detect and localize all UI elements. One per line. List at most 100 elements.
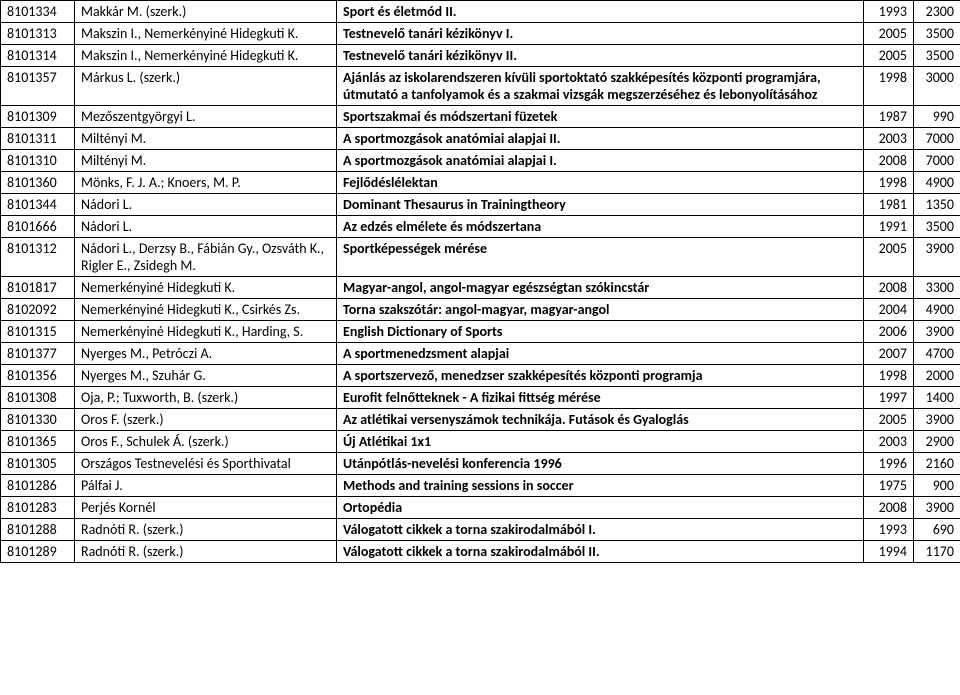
cell-title: Eurofit felnőtteknek - A fizikai fittség…	[337, 387, 864, 409]
cell-id: 8101344	[1, 194, 75, 216]
cell-title: Testnevelő tanári kézikönyv II.	[337, 45, 864, 67]
cell-year: 1981	[864, 194, 914, 216]
table-row: 8101309Mezőszentgyörgyi L.Sportszakmai é…	[1, 106, 960, 128]
cell-id: 8101314	[1, 45, 75, 67]
cell-id: 8101305	[1, 453, 75, 475]
cell-author: Perjés Kornél	[75, 497, 337, 519]
cell-author: Miltényi M.	[75, 128, 337, 150]
cell-year: 2008	[864, 150, 914, 172]
cell-value: 4900	[914, 172, 960, 194]
cell-author: Radnóti R. (szerk.)	[75, 519, 337, 541]
book-listing-table: 8101334Makkár M. (szerk.)Sport és életmó…	[0, 0, 960, 563]
cell-id: 8101377	[1, 343, 75, 365]
cell-title: Új Atlétikai 1x1	[337, 431, 864, 453]
cell-year: 2003	[864, 431, 914, 453]
cell-id: 8101666	[1, 216, 75, 238]
cell-value: 3900	[914, 238, 960, 277]
cell-value: 2300	[914, 1, 960, 23]
cell-title: Sportszakmai és módszertani füzetek	[337, 106, 864, 128]
cell-value: 1350	[914, 194, 960, 216]
cell-id: 8101309	[1, 106, 75, 128]
cell-author: Radnóti R. (szerk.)	[75, 541, 337, 563]
cell-title: A sportmozgások anatómiai alapjai II.	[337, 128, 864, 150]
cell-id: 8101289	[1, 541, 75, 563]
cell-title: Magyar-angol, angol-magyar egészségtan s…	[337, 277, 864, 299]
cell-year: 1996	[864, 453, 914, 475]
cell-id: 8101330	[1, 409, 75, 431]
cell-title: Az edzés elmélete és módszertana	[337, 216, 864, 238]
cell-value: 690	[914, 519, 960, 541]
cell-title: A sportszervező, menedzser szakképesítés…	[337, 365, 864, 387]
cell-value: 3000	[914, 67, 960, 106]
table-row: 8101365Oros F., Schulek Á. (szerk.)Új At…	[1, 431, 960, 453]
cell-author: Mönks, F. J. A.; Knoers, M. P.	[75, 172, 337, 194]
cell-value: 3900	[914, 409, 960, 431]
cell-id: 8101310	[1, 150, 75, 172]
cell-author: Oros F., Schulek Á. (szerk.)	[75, 431, 337, 453]
cell-author: Nemerkényiné Hidegkuti K., Harding, S.	[75, 321, 337, 343]
cell-id: 8101286	[1, 475, 75, 497]
cell-value: 7000	[914, 150, 960, 172]
table-row: 8101308Oja, P.; Tuxworth, B. (szerk.)Eur…	[1, 387, 960, 409]
table-row: 8101315Nemerkényiné Hidegkuti K., Hardin…	[1, 321, 960, 343]
cell-value: 1400	[914, 387, 960, 409]
cell-value: 7000	[914, 128, 960, 150]
table-row: 8101314Makszin I., Nemerkényiné Hidegkut…	[1, 45, 960, 67]
cell-value: 2900	[914, 431, 960, 453]
cell-year: 1991	[864, 216, 914, 238]
cell-year: 2008	[864, 277, 914, 299]
cell-value: 4700	[914, 343, 960, 365]
cell-value: 3500	[914, 45, 960, 67]
cell-value: 2160	[914, 453, 960, 475]
cell-year: 1994	[864, 541, 914, 563]
cell-title: Sport és életmód II.	[337, 1, 864, 23]
cell-value: 3500	[914, 23, 960, 45]
cell-year: 2004	[864, 299, 914, 321]
cell-year: 1998	[864, 67, 914, 106]
cell-author: Nádori L., Derzsy B., Fábián Gy., Ozsvát…	[75, 238, 337, 277]
cell-year: 2005	[864, 23, 914, 45]
cell-year: 2003	[864, 128, 914, 150]
cell-value: 3500	[914, 216, 960, 238]
cell-title: Az atlétikai versenyszámok technikája. F…	[337, 409, 864, 431]
table-row: 8101330Oros F. (szerk.)Az atlétikai vers…	[1, 409, 960, 431]
cell-author: Nádori L.	[75, 194, 337, 216]
cell-year: 2008	[864, 497, 914, 519]
table-row: 8101288Radnóti R. (szerk.)Válogatott cik…	[1, 519, 960, 541]
cell-author: Mezőszentgyörgyi L.	[75, 106, 337, 128]
cell-year: 2005	[864, 45, 914, 67]
cell-value: 3300	[914, 277, 960, 299]
table-row: 8101305Országos Testnevelési és Sporthiv…	[1, 453, 960, 475]
cell-year: 2005	[864, 238, 914, 277]
cell-author: Nemerkényiné Hidegkuti K., Csirkés Zs.	[75, 299, 337, 321]
cell-id: 8101288	[1, 519, 75, 541]
cell-value: 990	[914, 106, 960, 128]
cell-id: 8101312	[1, 238, 75, 277]
cell-id: 8101311	[1, 128, 75, 150]
table-row: 8101377Nyerges M., Petróczi A.A sportmen…	[1, 343, 960, 365]
cell-title: Fejlődéslélektan	[337, 172, 864, 194]
cell-id: 8101365	[1, 431, 75, 453]
cell-title: Torna szakszótár: angol-magyar, magyar-a…	[337, 299, 864, 321]
cell-year: 1997	[864, 387, 914, 409]
cell-year: 1998	[864, 365, 914, 387]
cell-title: Sportképességek mérése	[337, 238, 864, 277]
table-row: 8101313Makszin I., Nemerkényiné Hidegkut…	[1, 23, 960, 45]
cell-author: Nemerkényiné Hidegkuti K.	[75, 277, 337, 299]
cell-value: 3900	[914, 497, 960, 519]
cell-title: A sportmenedzsment alapjai	[337, 343, 864, 365]
cell-author: Pálfai J.	[75, 475, 337, 497]
cell-author: Országos Testnevelési és Sporthivatal	[75, 453, 337, 475]
cell-title: Testnevelő tanári kézikönyv I.	[337, 23, 864, 45]
table-row: 8101360Mönks, F. J. A.; Knoers, M. P.Fej…	[1, 172, 960, 194]
table-row: 8101312Nádori L., Derzsy B., Fábián Gy.,…	[1, 238, 960, 277]
cell-year: 1993	[864, 519, 914, 541]
cell-author: Márkus L. (szerk.)	[75, 67, 337, 106]
cell-title: Utánpótlás-nevelési konferencia 1996	[337, 453, 864, 475]
table-row: 8101334Makkár M. (szerk.)Sport és életmó…	[1, 1, 960, 23]
table-row: 8102092Nemerkényiné Hidegkuti K., Csirké…	[1, 299, 960, 321]
cell-value: 3900	[914, 321, 960, 343]
cell-author: Nyerges M., Szuhár G.	[75, 365, 337, 387]
cell-value: 4900	[914, 299, 960, 321]
cell-year: 1993	[864, 1, 914, 23]
